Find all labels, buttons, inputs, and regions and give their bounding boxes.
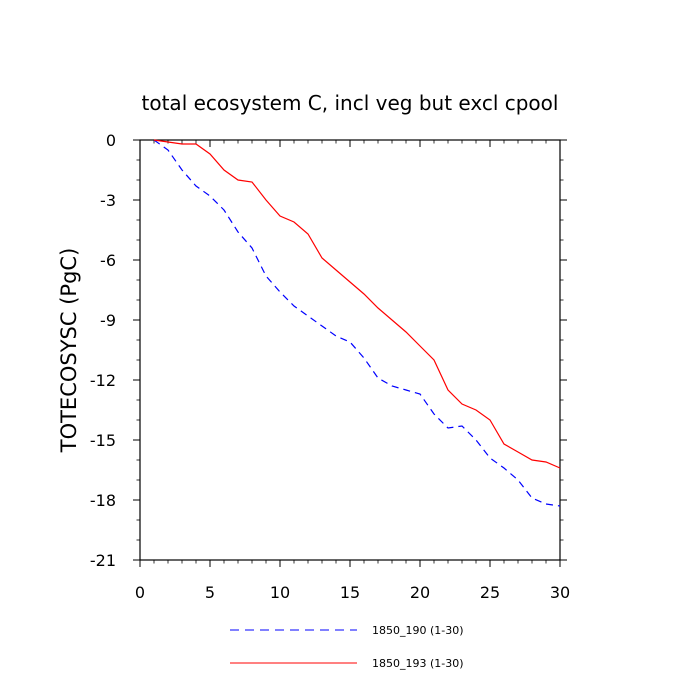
x-tick-label: 15 [340,583,360,602]
x-tick-label: 30 [550,583,570,602]
axis-ticks [133,139,567,567]
series-line-2 [153,139,561,469]
series-line-1 [153,139,561,507]
y-tick-labels: 0 -3 -6 -9 -12 -15 -18 -21 [90,131,116,570]
y-tick-label: -6 [100,251,116,270]
plot-frame [139,139,561,561]
legend-label-1: 1850_190 (1-30) [372,624,464,637]
y-tick-label: -12 [90,371,116,390]
x-tick-label: 10 [270,583,290,602]
legend: 1850_190 (1-30) 1850_193 (1-30) [230,624,464,670]
legend-label-2: 1850_193 (1-30) [372,657,464,670]
x-tick-label: 0 [135,583,145,602]
y-tick-label: -18 [90,491,116,510]
y-tick-label: -21 [90,551,116,570]
chart-title: total ecosystem C, incl veg but excl cpo… [142,91,559,115]
y-tick-label: -3 [100,191,116,210]
x-tick-label: 25 [480,583,500,602]
y-tick-label: -15 [90,431,116,450]
x-tick-labels: 0 5 10 15 20 25 30 [135,583,570,602]
x-tick-label: 5 [205,583,215,602]
y-tick-label: -9 [100,311,116,330]
x-tick-label: 20 [410,583,430,602]
series-lines [153,139,561,507]
y-tick-label: 0 [106,131,116,150]
y-axis-label: TOTECOSYSC (PgC) [57,248,81,454]
